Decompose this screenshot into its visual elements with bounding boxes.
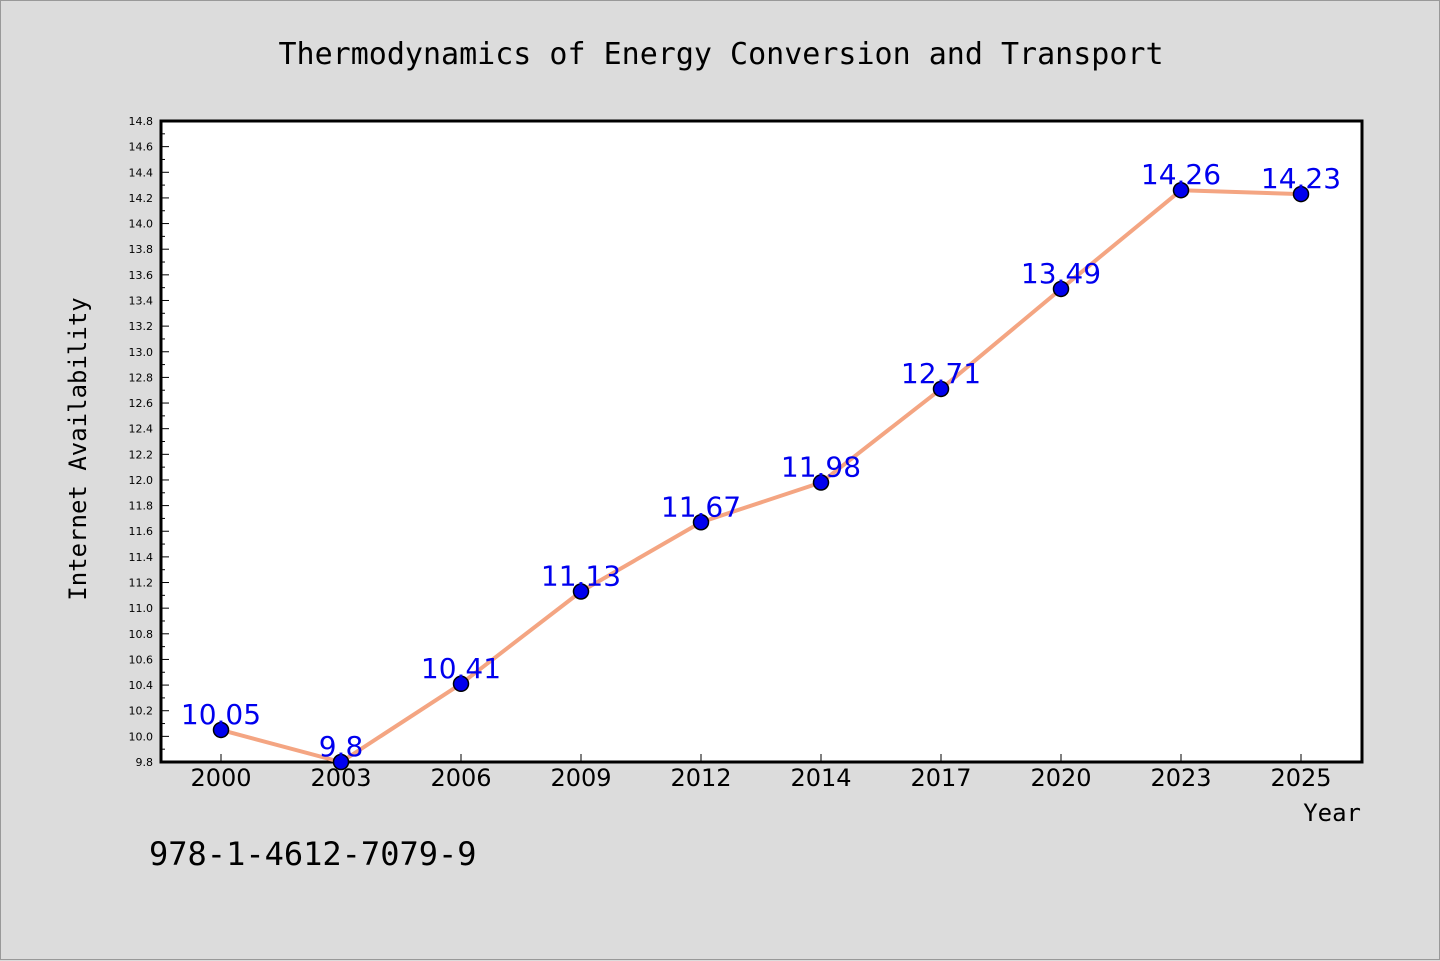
y-tick-label: 12.2 (129, 448, 154, 461)
x-tick-label: 2000 (190, 764, 251, 792)
data-point (1172, 181, 1190, 199)
series-line (212, 181, 1310, 771)
data-point (572, 583, 590, 600)
y-tick-label: 10.2 (129, 705, 154, 718)
y-tick-label: 11.2 (129, 577, 154, 590)
y-tick-label: 12.6 (129, 397, 154, 410)
data-label: 14.26 (1141, 158, 1221, 191)
y-tick-label: 14.8 (129, 115, 154, 128)
data-point (212, 721, 230, 739)
data-label: 10.41 (421, 652, 501, 685)
y-axis-label: Internet Availability (64, 297, 92, 600)
data-point (1292, 185, 1310, 203)
y-tick-label: 13.4 (129, 294, 154, 307)
y-tick-label: 14.4 (129, 166, 154, 179)
y-tick-label: 13.8 (129, 243, 154, 256)
data-point (1052, 280, 1070, 298)
isbn-text: 978-1-4612-7079-9 (149, 835, 477, 873)
x-axis-label: Year (1303, 799, 1361, 827)
data-labels: 10.05 9.8 10.41 11.13 11.67 11.98 12.71 13.49 14… (181, 158, 1341, 763)
data-point (932, 380, 950, 398)
data-label: 11.98 (781, 451, 861, 484)
y-tick-label: 13.0 (129, 346, 154, 359)
y-tick-label: 11.6 (129, 525, 154, 538)
y-tick-label: 13.2 (129, 320, 154, 333)
data-label: 14.23 (1261, 162, 1341, 195)
y-tick-label: 10.4 (129, 679, 154, 692)
chart-title: Thermodynamics of Energy Conversion and … (278, 37, 1163, 72)
series-polyline (219, 188, 1303, 764)
plot-area (159, 119, 1364, 764)
data-point (452, 675, 470, 693)
y-tick-label: 14.6 (129, 141, 154, 154)
y-tick-label: 11.0 (129, 602, 154, 615)
y-tick-label: 12.8 (129, 371, 154, 384)
x-tick-label: 2006 (430, 764, 491, 792)
x-tick-label: 2014 (790, 764, 851, 792)
y-tick-label: 14.0 (129, 218, 154, 231)
x-tick-label: 2025 (1270, 764, 1331, 792)
y-tick-label: 11.4 (129, 551, 154, 564)
y-tick-label: 11.8 (129, 500, 154, 513)
x-tick-label: 2020 (1030, 764, 1091, 792)
x-tick-label: 2009 (550, 764, 611, 792)
data-label: 10.05 (181, 698, 261, 731)
y-axis: 9.8 10.0 10.2 10.4 10.6 10.8 11.0 11.2 11.4 11.6 1… (129, 115, 169, 769)
data-point (692, 514, 710, 531)
x-tick-label: 2012 (670, 764, 731, 792)
y-tick-label: 10.0 (129, 730, 154, 743)
data-label: 13.49 (1021, 257, 1101, 290)
y-tick-label: 13.6 (129, 269, 154, 282)
x-tick-label: 2023 (1150, 764, 1211, 792)
data-label: 12.71 (901, 357, 981, 390)
data-label: 11.13 (541, 559, 621, 592)
data-point (812, 474, 830, 491)
y-tick-label: 10.8 (129, 628, 154, 641)
data-label: 11.67 (661, 490, 741, 523)
y-tick-label: 12.0 (129, 474, 154, 487)
data-point (332, 753, 350, 771)
y-tick-label: 10.6 (129, 653, 154, 666)
y-tick-label: 14.2 (129, 192, 154, 205)
y-tick-label: 9.8 (136, 756, 154, 769)
y-tick-label: 12.4 (129, 423, 154, 436)
x-tick-label: 2017 (910, 764, 971, 792)
data-label: 9.8 (319, 730, 364, 763)
